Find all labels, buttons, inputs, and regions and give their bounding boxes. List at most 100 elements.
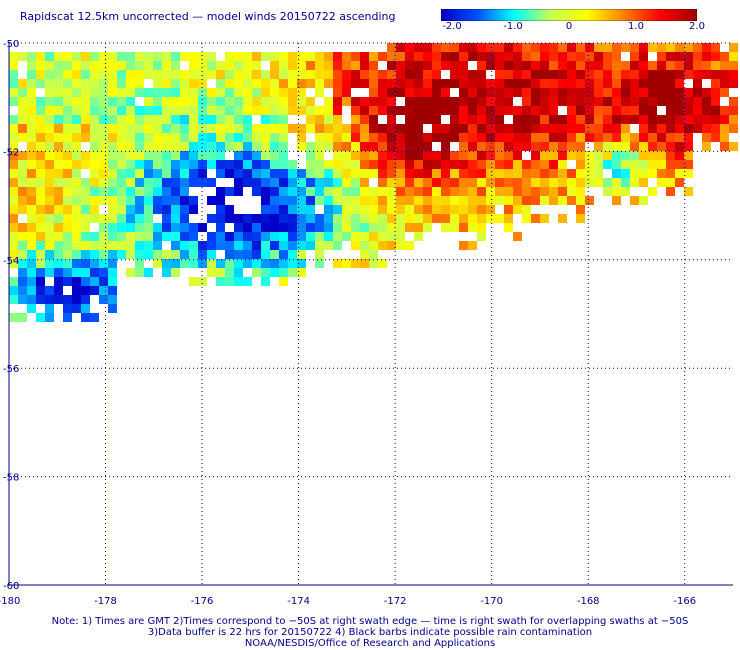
wind-cell [594, 124, 603, 133]
wind-cell [459, 106, 468, 115]
wind-cell [477, 196, 486, 205]
wind-cell [621, 151, 630, 160]
wind-cell [306, 70, 315, 79]
wind-cell [324, 223, 333, 232]
wind-cell [621, 169, 630, 178]
wind-cell [45, 178, 54, 187]
wind-cell [234, 124, 243, 133]
wind-cell [180, 178, 189, 187]
wind-cell [198, 142, 207, 151]
wind-cell [414, 70, 423, 79]
wind-cell [261, 151, 270, 160]
wind-cell [279, 160, 288, 169]
wind-cell [252, 97, 261, 106]
wind-cell [666, 187, 675, 196]
wind-cell [675, 151, 684, 160]
wind-cell [126, 97, 135, 106]
wind-cell [585, 106, 594, 115]
wind-cell [666, 52, 675, 61]
wind-cell [522, 178, 531, 187]
wind-cell [360, 196, 369, 205]
wind-cell [207, 241, 216, 250]
wind-cell [378, 142, 387, 151]
wind-cell [549, 52, 558, 61]
wind-cell [675, 169, 684, 178]
wind-cell [18, 133, 27, 142]
wind-cell [45, 241, 54, 250]
wind-cell [63, 178, 72, 187]
wind-cell [432, 79, 441, 88]
wind-cell [297, 70, 306, 79]
wind-cell [261, 223, 270, 232]
wind-cell [72, 142, 81, 151]
wind-cell [279, 214, 288, 223]
wind-cell [288, 232, 297, 241]
wind-cell [9, 70, 18, 79]
wind-cell [261, 160, 270, 169]
wind-cell [135, 268, 144, 277]
wind-cell [450, 196, 459, 205]
wind-cell [639, 43, 648, 52]
wind-cell [423, 106, 432, 115]
wind-cell [711, 52, 720, 61]
wind-cell [234, 223, 243, 232]
wind-cell [261, 106, 270, 115]
wind-cell [549, 106, 558, 115]
wind-cell [207, 160, 216, 169]
wind-cell [360, 70, 369, 79]
wind-cell [684, 88, 693, 97]
wind-cell [288, 160, 297, 169]
wind-cell [225, 97, 234, 106]
wind-cell [378, 97, 387, 106]
wind-cell [504, 43, 513, 52]
axis-tick-label: -180 [0, 596, 20, 607]
wind-cell [441, 133, 450, 142]
wind-cell [234, 115, 243, 124]
wind-cell [612, 115, 621, 124]
wind-cell [72, 214, 81, 223]
wind-cell [261, 124, 270, 133]
wind-cell [288, 250, 297, 259]
wind-cell [378, 214, 387, 223]
wind-cell [252, 79, 261, 88]
axis-tick-label: -52 [3, 147, 19, 158]
wind-cell [108, 97, 117, 106]
wind-cell [666, 142, 675, 151]
wind-cell [351, 259, 360, 268]
wind-cell [531, 178, 540, 187]
wind-cell [531, 79, 540, 88]
wind-cell [72, 250, 81, 259]
wind-cell [504, 79, 513, 88]
wind-cell [108, 205, 117, 214]
wind-cell [27, 196, 36, 205]
wind-cell [486, 106, 495, 115]
wind-cell [648, 79, 657, 88]
wind-cell [297, 214, 306, 223]
wind-cell [117, 232, 126, 241]
wind-cell [189, 124, 198, 133]
wind-cell [81, 295, 90, 304]
wind-cell [126, 52, 135, 61]
wind-cell [99, 52, 108, 61]
wind-cell [720, 70, 729, 79]
wind-cell [270, 205, 279, 214]
wind-cell [639, 133, 648, 142]
wind-cell [414, 232, 423, 241]
wind-cell [18, 106, 27, 115]
wind-cell [423, 97, 432, 106]
wind-cell [441, 223, 450, 232]
wind-cell [261, 214, 270, 223]
wind-cell [396, 214, 405, 223]
wind-cell [315, 151, 324, 160]
wind-cell [468, 97, 477, 106]
wind-cell [567, 79, 576, 88]
wind-cell [459, 79, 468, 88]
wind-cell [234, 178, 243, 187]
wind-cell [621, 133, 630, 142]
wind-cell [153, 133, 162, 142]
wind-cell [648, 70, 657, 79]
wind-cell [18, 52, 27, 61]
wind-cell [27, 52, 36, 61]
wind-cell [270, 169, 279, 178]
wind-cell [117, 61, 126, 70]
